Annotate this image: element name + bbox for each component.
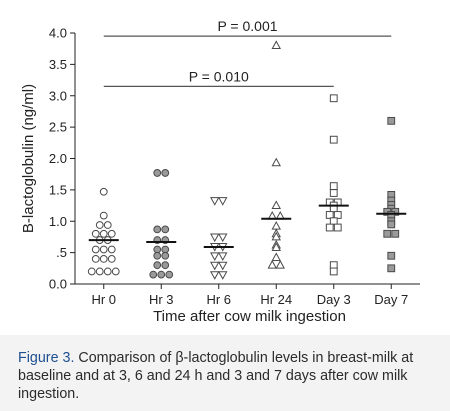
data-point: [387, 264, 396, 273]
data-point: [210, 252, 220, 262]
data-point: [157, 270, 166, 279]
data-point: [95, 221, 104, 229]
data-point: [218, 252, 228, 262]
data-point: [99, 229, 108, 238]
x-tick-label: Hr 24: [260, 292, 292, 307]
y-tick-label: .5: [56, 245, 67, 260]
data-point: [210, 233, 220, 243]
y-tick-label: 2.0: [49, 151, 67, 166]
data-point: [103, 221, 112, 229]
data-point: [99, 187, 108, 196]
data-point: [161, 251, 170, 260]
data-point: [111, 267, 120, 276]
data-point: [387, 220, 396, 229]
scatter-chart: 0.0 .5 1.0 1.5 2.0 2.5 3.0 3.5 4.0 Hr 0 Hr 3 Hr 6 Hr…: [20, 18, 420, 325]
data-point: [153, 225, 162, 234]
data-point: [271, 242, 281, 252]
data-point: [329, 267, 338, 276]
data-point: [107, 245, 116, 254]
data-point: [99, 245, 108, 254]
data-point: [271, 231, 281, 241]
data-point: [91, 255, 100, 263]
data-point: [153, 261, 162, 270]
figure-caption: Figure 3. Comparison of β-lactoglobulin …: [18, 349, 438, 403]
data-point: [383, 229, 392, 238]
y-tick-label: 4.0: [49, 26, 67, 41]
x-tick-label: Hr 0: [91, 292, 116, 307]
data-point: [329, 135, 338, 144]
data-point: [95, 267, 104, 276]
data-point: [153, 169, 162, 177]
data-point: [99, 255, 108, 263]
data-point: [91, 229, 100, 238]
data-point: [329, 94, 338, 103]
y-tick-label: 3.5: [49, 57, 67, 72]
chart-panel: 0.0 .5 1.0 1.5 2.0 2.5 3.0 3.5 4.0 Hr 0 Hr 3 Hr 6 Hr…: [20, 18, 420, 325]
data-point: [161, 261, 170, 270]
data-point: [218, 233, 228, 243]
data-point: [271, 252, 281, 262]
data-point: [99, 211, 108, 220]
x-tick-label: Day 3: [317, 292, 351, 307]
data-point: [107, 229, 116, 238]
y-tick-label: 0.0: [49, 277, 67, 292]
x-tick-label: Hr 6: [206, 292, 231, 307]
data-point: [329, 217, 338, 226]
data-point: [107, 255, 116, 263]
data-point: [165, 270, 174, 279]
y-tick-label: 3.0: [49, 88, 67, 103]
figure-caption-panel: Figure 3. Comparison of β-lactoglobulin …: [0, 335, 450, 411]
x-tick-label: Day 7: [374, 292, 408, 307]
data-point: [271, 221, 281, 230]
data-point: [275, 259, 285, 269]
p-value-label: P = 0.010: [189, 68, 249, 84]
y-tick-label: 1.0: [49, 214, 67, 229]
data-point: [325, 211, 334, 219]
y-tick-label: 2.5: [49, 120, 67, 135]
data-point: [87, 267, 96, 276]
y-tick-label: 1.5: [49, 182, 67, 197]
data-point: [387, 251, 396, 260]
data-point: [271, 40, 281, 49]
data-point: [391, 229, 400, 238]
data-point: [267, 259, 277, 269]
data-point: [153, 251, 162, 260]
figure-caption-text: Comparison of β-lactoglobulin levels in …: [18, 350, 414, 402]
data-point: [271, 157, 281, 167]
data-point: [218, 197, 228, 206]
data-point: [210, 261, 220, 271]
data-point: [329, 182, 338, 191]
data-point: [325, 223, 334, 232]
x-axis-title: Time after cow milk ingestion: [153, 308, 346, 325]
figure-caption-label: Figure 3.: [18, 350, 75, 366]
data-point: [161, 169, 170, 177]
x-tick-label: Hr 3: [149, 292, 174, 307]
data-point: [210, 197, 220, 206]
data-point: [271, 200, 281, 209]
data-point: [333, 211, 342, 219]
data-point: [103, 267, 112, 276]
data-point: [218, 261, 228, 271]
y-axis-title: Β-lactoglobulin (ng/ml): [20, 84, 37, 233]
data-point: [218, 271, 228, 280]
data-point: [333, 223, 342, 232]
data-point: [161, 225, 170, 234]
data-point: [210, 271, 220, 280]
data-point: [91, 245, 100, 254]
p-value-label: P = 0.001: [217, 18, 277, 34]
data-point: [387, 116, 396, 125]
data-point: [329, 189, 338, 197]
data-point: [149, 270, 158, 279]
